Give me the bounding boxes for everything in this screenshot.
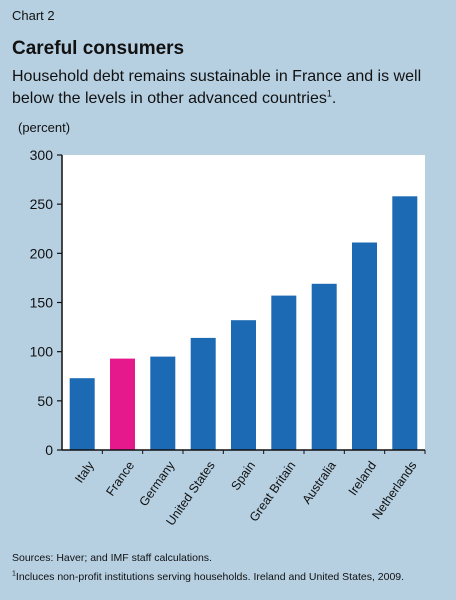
bar-united-states bbox=[190, 337, 216, 450]
bars-group bbox=[69, 196, 418, 450]
y-tick-label: 250 bbox=[30, 196, 54, 212]
bar-ireland bbox=[352, 242, 377, 450]
bar-australia bbox=[311, 283, 337, 450]
subtitle-end: . bbox=[331, 90, 337, 107]
y-axis-unit: (percent) bbox=[18, 120, 71, 135]
y-ticks-group: 0 50 100 150 200 250 300 bbox=[30, 147, 62, 458]
bar-great-britain bbox=[271, 295, 297, 450]
x-tick-label: Australia bbox=[299, 459, 338, 507]
x-tick-label: Ireland bbox=[346, 459, 379, 498]
chart-number: Chart 2 bbox=[12, 8, 55, 23]
sources-note: Sources: Haver; and IMF staff calculatio… bbox=[12, 552, 212, 564]
bar-italy bbox=[69, 378, 95, 450]
bar-spain bbox=[231, 320, 256, 450]
y-tick-label: 100 bbox=[30, 344, 54, 360]
subtitle-text: Household debt remains sustainable in Fr… bbox=[12, 68, 422, 107]
bar-netherlands bbox=[392, 196, 418, 450]
bar-france bbox=[110, 358, 135, 450]
footnote-marker: 1 bbox=[12, 570, 16, 578]
y-tick-label: 0 bbox=[45, 442, 53, 458]
x-tick-label: France bbox=[103, 459, 137, 499]
x-tick-label: Italy bbox=[72, 458, 97, 485]
bar-germany bbox=[150, 356, 176, 450]
chart-subtitle: Household debt remains sustainable in Fr… bbox=[12, 66, 442, 110]
footnote-text: Incluces non-profit institutions serving… bbox=[15, 571, 405, 583]
x-tick-label: Germany bbox=[137, 458, 178, 509]
footnote: 1Incluces non-profit institutions servin… bbox=[12, 570, 405, 584]
chart-title: Careful consumers bbox=[12, 38, 185, 59]
y-tick-label: 150 bbox=[30, 295, 54, 311]
y-tick-label: 50 bbox=[37, 393, 53, 409]
x-tick-label: Spain bbox=[228, 459, 258, 493]
y-tick-label: 200 bbox=[30, 245, 54, 261]
subtitle-footnote-marker: 1 bbox=[326, 88, 332, 99]
y-tick-label: 300 bbox=[30, 147, 54, 163]
